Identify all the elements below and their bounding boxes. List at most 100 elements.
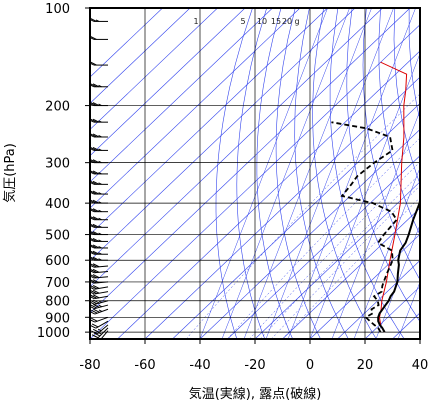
wind-barb-flag [90, 305, 95, 310]
mixing-ratio-line [271, 185, 420, 339]
wind-barb-flag [92, 102, 100, 107]
wind-barb-half [98, 258, 102, 261]
dry-adiabat [423, 8, 431, 339]
wind-barb [90, 268, 109, 274]
wind-barb [90, 284, 109, 290]
wind-barb-flag [92, 133, 100, 138]
y-tick-label: 700 [45, 276, 70, 291]
parcel-line [378, 61, 408, 333]
wind-barb-flag [90, 286, 95, 290]
moist-adiabat [243, 8, 372, 339]
mixing-ratio-label: 20 [282, 17, 292, 26]
wind-barb-flag [90, 263, 97, 268]
moist-adiabat [287, 8, 416, 339]
wind-barb-flag [92, 268, 100, 273]
isotherm-line [90, 8, 301, 209]
wind-barb-flag [90, 294, 97, 299]
wind-barb-half [98, 171, 102, 175]
wind-barb-half [95, 19, 100, 22]
dry-adiabat [256, 8, 293, 339]
mixing-ratio-label: 1 [193, 17, 198, 26]
wind-barb-flag [90, 304, 98, 309]
wind-barb-flag [93, 299, 100, 304]
wind-barb [90, 308, 109, 315]
x-tick-label: -40 [189, 358, 210, 373]
y-tick-label: 900 [45, 311, 70, 326]
mixing-ratio-labels: 1 5 10 15 20 g [193, 17, 299, 26]
mixing-ratio-line [260, 173, 420, 339]
wind-barb-flag [90, 280, 95, 284]
mixing-ratio-line [227, 137, 420, 339]
wind-barb [90, 244, 108, 249]
x-tick-label: -80 [79, 358, 100, 373]
wind-barb-flag [92, 190, 100, 195]
wind-barb-half [98, 182, 102, 185]
wind-barb-half [98, 239, 102, 242]
moist-adiabat [419, 338, 420, 339]
isotherm-line [117, 50, 420, 339]
wind-barb-flag [91, 334, 99, 339]
dry-adiabat [329, 8, 405, 339]
wind-barb-flag [90, 244, 97, 249]
wind-barb-flag [92, 237, 100, 242]
wind-barb-flag [90, 199, 97, 204]
wind-barb-half [98, 300, 103, 303]
isotherm-line [309, 233, 420, 339]
wind-barb-flag [92, 274, 100, 279]
wind-barb [90, 256, 108, 261]
grid-lines [90, 8, 420, 339]
wind-barb-flag [92, 231, 100, 236]
wind-barb-half [98, 232, 102, 236]
isotherm-line [90, 8, 246, 157]
moist-adiabat [199, 8, 328, 339]
moist-adiabat [397, 281, 420, 339]
wind-barb-flag [90, 274, 97, 279]
wind-barb-flag [90, 309, 98, 314]
y-tick-label: 1000 [37, 326, 70, 341]
wind-barb-flag [92, 279, 100, 284]
wind-barb-flag [90, 290, 97, 295]
y-tick-label: 300 [45, 157, 70, 172]
wind-barb-flag [90, 279, 97, 284]
x-tick-label: -20 [244, 358, 265, 373]
wind-barb [90, 263, 109, 268]
wind-barb-flag [90, 170, 97, 175]
wind-barb-flag [90, 133, 97, 138]
y-tick-label: 100 [45, 2, 70, 17]
dry-adiabat [236, 8, 267, 339]
wind-barb-flag [90, 146, 97, 151]
wind-barb-half [98, 225, 102, 228]
isotherm-line [144, 76, 420, 339]
isotherm-line [337, 260, 420, 339]
dry-adiabat [275, 8, 321, 339]
wind-barb-flag [90, 275, 95, 279]
wind-barb-flag [90, 223, 97, 228]
wind-barb-flag [90, 250, 97, 255]
wind-barb-half [98, 246, 102, 249]
isotherm-line [419, 338, 420, 339]
wind-barb-flag [90, 216, 97, 221]
wind-barb-half [98, 135, 102, 138]
isotherm-line [90, 8, 383, 288]
isotherm-line [254, 181, 420, 339]
dry-adiabat [312, 8, 377, 339]
wind-barb [90, 118, 108, 123]
wind-barb-half [98, 201, 102, 204]
wind-barb [90, 159, 108, 164]
isotherm-line [90, 8, 273, 183]
wind-barb [90, 279, 109, 284]
isotherm-line [90, 24, 420, 339]
wind-barb-half [98, 252, 102, 255]
x-tick-label: 0 [306, 358, 314, 373]
dry-adiabat [294, 8, 349, 339]
dewpoint-line [331, 121, 398, 333]
wind-barb-flag [90, 270, 95, 274]
wind-barb-half [98, 148, 102, 151]
wind-barb [91, 324, 109, 335]
wind-barb-flag [92, 208, 100, 213]
dry-adiabat [393, 8, 420, 185]
y-tick-label: 500 [45, 229, 70, 244]
isotherm-line [90, 8, 163, 78]
wind-barb-flag [92, 118, 100, 123]
